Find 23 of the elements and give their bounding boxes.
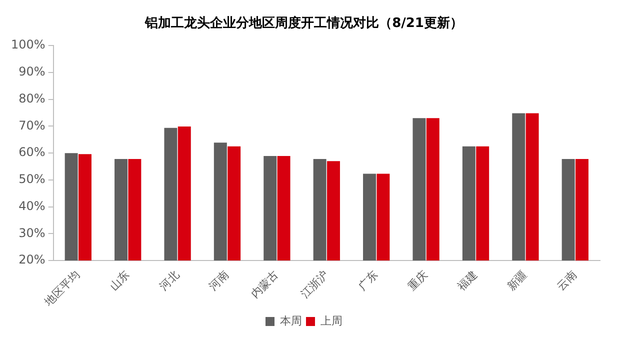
y-tick-label: 60%	[18, 145, 46, 160]
y-tick-label: 90%	[18, 64, 46, 79]
chart-title: 铝加工龙头企业分地区周度开工情况对比（8/21更新）	[144, 15, 463, 32]
x-tick-label: 河北	[156, 268, 182, 293]
y-tick-label: 30%	[18, 226, 46, 240]
x-tick-label: 重庆	[405, 268, 430, 293]
y-tick-label: 100%	[10, 38, 46, 52]
x-tick-label: 河南	[206, 268, 232, 293]
x-tick-label: 新疆	[504, 268, 530, 293]
x-tick-label: 云南	[554, 268, 580, 293]
y-tick-label: 70%	[18, 118, 46, 132]
y-tick-label: 20%	[18, 252, 46, 267]
y-tick-label: 40%	[18, 198, 46, 213]
y-tick-label: 50%	[18, 172, 46, 186]
legend-label: 本周	[280, 314, 302, 328]
x-tick-label: 广东	[356, 268, 380, 293]
x-tick-label: 地区平均	[41, 268, 82, 310]
y-tick-label: 80%	[18, 91, 46, 106]
x-tick-label: 山东	[107, 268, 132, 293]
x-tick-label: 内蒙古	[248, 268, 282, 301]
legend-label: 上周	[320, 314, 342, 328]
x-tick-label: 江浙沪	[298, 268, 331, 301]
x-tick-label: 福建	[455, 268, 480, 293]
